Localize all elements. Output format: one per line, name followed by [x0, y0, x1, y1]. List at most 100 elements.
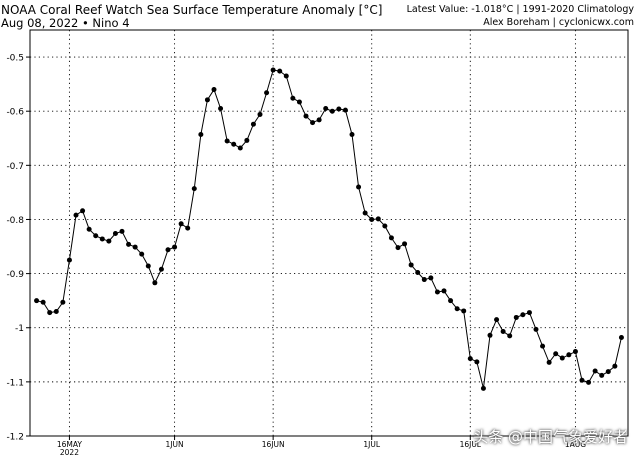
data-point — [329, 108, 335, 114]
data-point — [480, 385, 486, 391]
data-point — [132, 244, 138, 250]
data-point — [218, 105, 224, 111]
data-point — [599, 372, 605, 378]
x-tick-label: 16JUN — [262, 440, 285, 449]
data-point — [66, 257, 72, 263]
data-point — [40, 299, 46, 305]
data-point — [592, 368, 598, 374]
data-point — [237, 145, 243, 151]
data-point — [520, 312, 526, 318]
data-point — [60, 299, 66, 305]
data-point — [454, 306, 460, 312]
x-tick-label: 1AUG — [565, 440, 586, 449]
y-tick-label: -1.2 — [6, 433, 24, 443]
y-tick-label: -0.7 — [6, 162, 24, 172]
data-point — [415, 270, 421, 276]
latest-value-label: Latest Value: -1.018°C | 1991-2020 Clima… — [406, 4, 634, 15]
data-point — [566, 352, 572, 358]
data-point — [185, 225, 191, 231]
chart-subtitle: Aug 08, 2022 • Nino 4 — [1, 16, 130, 30]
data-point — [559, 355, 565, 361]
data-point — [80, 208, 86, 214]
data-point — [211, 87, 217, 93]
data-point — [112, 231, 118, 237]
author-credit: Alex Boreham | cyclonicwx.com — [483, 17, 634, 28]
x-tick-label: 16JUL — [460, 440, 482, 449]
data-point — [349, 131, 355, 137]
data-point — [257, 111, 263, 117]
y-tick-label: -1.1 — [6, 378, 24, 388]
data-point — [296, 99, 302, 105]
data-point — [605, 369, 611, 375]
data-point — [93, 233, 99, 239]
data-point — [323, 105, 329, 111]
data-point — [119, 228, 125, 234]
data-point — [546, 359, 552, 365]
y-tick-label: -0.5 — [6, 54, 24, 64]
data-point — [316, 117, 322, 123]
y-tick-label: -0.6 — [6, 108, 24, 118]
data-point — [434, 289, 440, 295]
data-point — [369, 216, 375, 222]
data-point — [158, 266, 164, 272]
data-point — [250, 121, 256, 127]
data-point — [53, 308, 59, 314]
data-point — [618, 334, 624, 340]
watermark: 头条 @中国气象爱好者 — [473, 428, 628, 446]
data-point — [283, 73, 289, 79]
data-point — [204, 97, 210, 103]
data-point — [277, 68, 283, 74]
series-line — [36, 69, 622, 389]
data-point — [165, 247, 171, 253]
series — [34, 67, 624, 391]
data-point — [487, 332, 493, 338]
data-point — [145, 263, 151, 269]
plot-frame — [29, 29, 629, 437]
data-point — [474, 359, 480, 365]
data-point — [99, 236, 105, 242]
data-point — [500, 329, 506, 335]
data-point — [461, 308, 467, 314]
y-tick-label: -0.8 — [6, 216, 24, 226]
data-point — [303, 113, 309, 119]
data-point — [428, 275, 434, 281]
data-point — [342, 107, 348, 113]
data-point — [126, 241, 132, 247]
data-point — [540, 343, 546, 349]
data-point — [310, 120, 316, 126]
data-point — [290, 95, 296, 101]
y-tick-label: -0.9 — [6, 270, 24, 280]
data-point — [388, 235, 394, 241]
data-point — [231, 141, 237, 147]
data-point — [106, 238, 112, 244]
x-tick-label: 1JUL — [363, 440, 380, 449]
grid — [30, 30, 628, 436]
data-point — [402, 241, 408, 247]
data-point — [244, 137, 250, 143]
x-tick-label: 16MAY — [57, 440, 83, 449]
data-point — [362, 210, 368, 216]
data-point — [533, 326, 539, 332]
data-point — [553, 351, 559, 357]
data-point — [224, 138, 230, 144]
data-point — [467, 356, 473, 362]
data-point — [34, 298, 40, 304]
data-point — [191, 186, 197, 192]
data-point — [612, 363, 618, 369]
data-point — [336, 106, 342, 112]
data-point — [152, 280, 158, 286]
data-point — [507, 333, 513, 339]
chart-title: NOAA Coral Reef Watch Sea Surface Temper… — [1, 3, 383, 17]
data-point — [73, 212, 79, 218]
data-point — [441, 288, 447, 294]
data-point — [382, 223, 388, 229]
data-point — [47, 310, 53, 316]
y-tick-label: -1 — [15, 324, 24, 334]
data-point — [586, 379, 592, 385]
data-point — [494, 317, 500, 323]
data-point — [178, 221, 184, 227]
data-point — [572, 349, 578, 355]
data-point — [375, 216, 381, 222]
